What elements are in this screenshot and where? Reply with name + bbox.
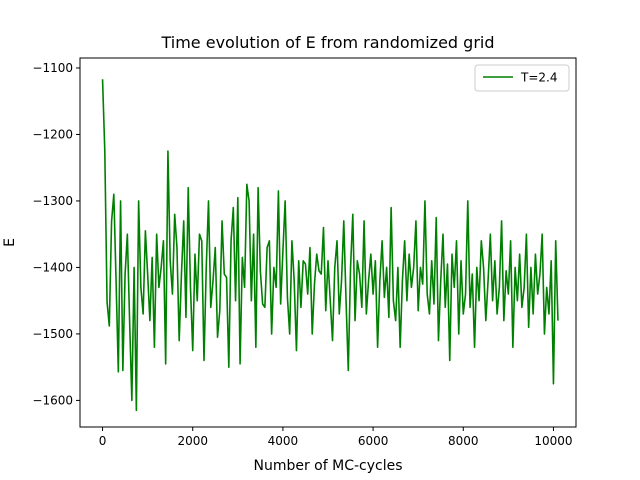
series-line-0 xyxy=(101,79,559,412)
y-tick-label: −1300 xyxy=(32,194,73,208)
x-tick-label: 0 xyxy=(99,434,107,448)
x-tick-label: 8000 xyxy=(448,434,479,448)
y-axis-label: E xyxy=(2,238,18,247)
x-axis: 0 2000 4000 6000 8000 10000 xyxy=(99,427,573,448)
y-tick-label: −1100 xyxy=(32,61,73,75)
legend-label: T=2.4 xyxy=(520,71,557,85)
y-tick-label: −1600 xyxy=(32,393,73,407)
y-tick-label: −1500 xyxy=(32,327,73,341)
x-axis-label: Number of MC-cycles xyxy=(253,458,402,474)
plot-area xyxy=(79,57,577,428)
y-tick-label: −1200 xyxy=(32,127,73,141)
legend: T=2.4 xyxy=(474,64,570,92)
axes-frame xyxy=(79,57,577,428)
y-axis: −1600 −1500 −1400 −1300 −1200 −1100 xyxy=(32,61,80,407)
x-tick-label: 2000 xyxy=(177,434,208,448)
series-layer xyxy=(101,79,559,412)
x-tick-label: 10000 xyxy=(534,434,572,448)
x-tick-label: 6000 xyxy=(358,434,389,448)
legend-box xyxy=(474,64,570,92)
y-tick-label: −1400 xyxy=(32,260,73,274)
chart-title: Time evolution of E from randomized grid xyxy=(160,33,494,52)
x-tick-label: 4000 xyxy=(268,434,299,448)
